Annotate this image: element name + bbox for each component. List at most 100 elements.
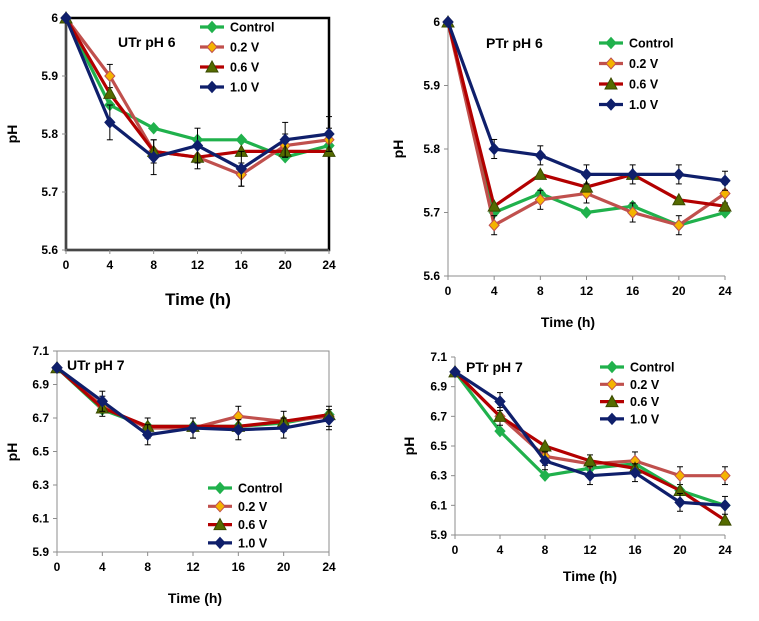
x-axis-title: Time (h) [541,314,595,330]
y-axis-title: pH [390,140,406,159]
y-tick-label: 5.6 [41,243,58,257]
x-tick-label: 4 [106,258,113,272]
data-point [279,133,291,147]
x-tick-label: 0 [63,258,70,272]
data-point [191,139,204,152]
x-tick-label: 12 [191,258,205,272]
legend-marker [206,40,218,54]
legend-marker [605,57,617,70]
y-tick-label: 6 [51,11,58,25]
data-point [626,168,639,181]
legend-marker [606,360,618,374]
data-point [538,438,552,452]
data-point [580,206,593,219]
y-axis-title: pH [4,443,20,462]
y-tick-label: 5.9 [41,69,58,83]
panel-title: UTr pH 7 [67,357,125,373]
data-point [60,11,72,25]
plot-frame [56,350,330,553]
y-tick-label: 5.6 [423,269,440,283]
data-point [147,150,160,164]
data-point [673,168,685,181]
x-tick-label: 8 [542,543,549,557]
legend-label: Control [238,482,282,496]
data-point [674,469,686,482]
series-1-0-v [449,365,731,515]
legend-marker [206,80,218,94]
data-point [232,423,245,436]
legend-label: 0.6 V [238,518,268,532]
y-tick-label: 7.1 [32,344,49,358]
data-point [187,421,199,435]
y-tick-label: 6.3 [32,478,49,492]
data-point [96,395,109,408]
y-tick-label: 6.9 [32,378,49,392]
x-tick-label: 20 [672,284,686,298]
legend-label: 0.2 V [629,57,659,71]
legend-marker [214,481,226,495]
chart-panel: 5.6 5.7 5.8 5.9 6 0 4 8 12 16 20 24 Time (h) pH UTr pH… [4,10,336,309]
x-tick-label: 12 [580,284,594,298]
legend-marker [205,59,219,73]
data-point [534,149,547,162]
x-tick-label: 4 [99,560,106,574]
y-axis-title: pH [4,125,20,144]
data-point [487,199,502,212]
legend-marker [604,76,618,90]
legend-label: Control [230,21,274,35]
legend-marker [606,378,618,391]
y-tick-label: 6.5 [32,445,49,459]
x-tick-label: 4 [491,284,498,298]
legend-marker [214,500,226,513]
x-tick-label: 24 [322,258,336,272]
y-tick-label: 6 [433,15,440,29]
x-tick-label: 8 [537,284,544,298]
data-point [580,168,593,181]
x-tick-label: 8 [150,258,157,272]
y-tick-label: 6.7 [32,411,49,425]
data-point [719,469,731,482]
x-tick-label: 4 [497,543,504,557]
data-point [674,496,686,509]
legend-label: 1.0 V [630,412,660,426]
x-tick-label: 20 [277,560,291,574]
x-axis-title: Time (h) [165,290,231,309]
y-tick-label: 5.9 [423,79,440,93]
series-control [449,365,731,512]
y-tick-label: 6.9 [430,380,447,394]
data-point [626,206,639,219]
data-point [718,513,732,526]
y-tick-label: 6.5 [430,439,447,453]
x-tick-label: 24 [322,560,336,574]
legend-marker [605,394,619,408]
data-point [235,133,248,147]
series-line [454,370,726,507]
series-1-0-v [442,15,731,191]
y-tick-label: 6.1 [32,512,49,526]
data-point [718,199,732,212]
y-tick-label: 5.8 [41,127,58,141]
panel-title: PTr pH 6 [486,35,543,51]
legend: Control 0.2 V 0.6 V 1.0 V [208,481,282,550]
legend-label: 0.2 V [630,378,660,392]
x-axis-title: Time (h) [168,590,222,606]
legend-label: Control [629,37,673,51]
data-point [323,127,335,141]
x-tick-label: 8 [144,560,151,574]
data-point [719,499,731,512]
legend-label: 0.2 V [238,500,268,514]
data-point [488,218,500,232]
legend-label: 0.6 V [629,78,659,92]
data-point [494,424,506,438]
y-axis-title: pH [401,437,417,456]
data-point [104,116,116,129]
series-0-6-v [448,364,732,526]
data-point [584,469,596,482]
legend-label: 1.0 V [238,536,268,550]
legend-label: 0.6 V [630,395,660,409]
chart-panel: 5.9 6.1 6.3 6.5 6.7 6.9 7.1 0 4 8 12 16 20 24 Time (h)… [4,344,336,606]
data-point [323,413,335,426]
data-point [719,174,731,187]
legend-label: 1.0 V [629,98,659,112]
